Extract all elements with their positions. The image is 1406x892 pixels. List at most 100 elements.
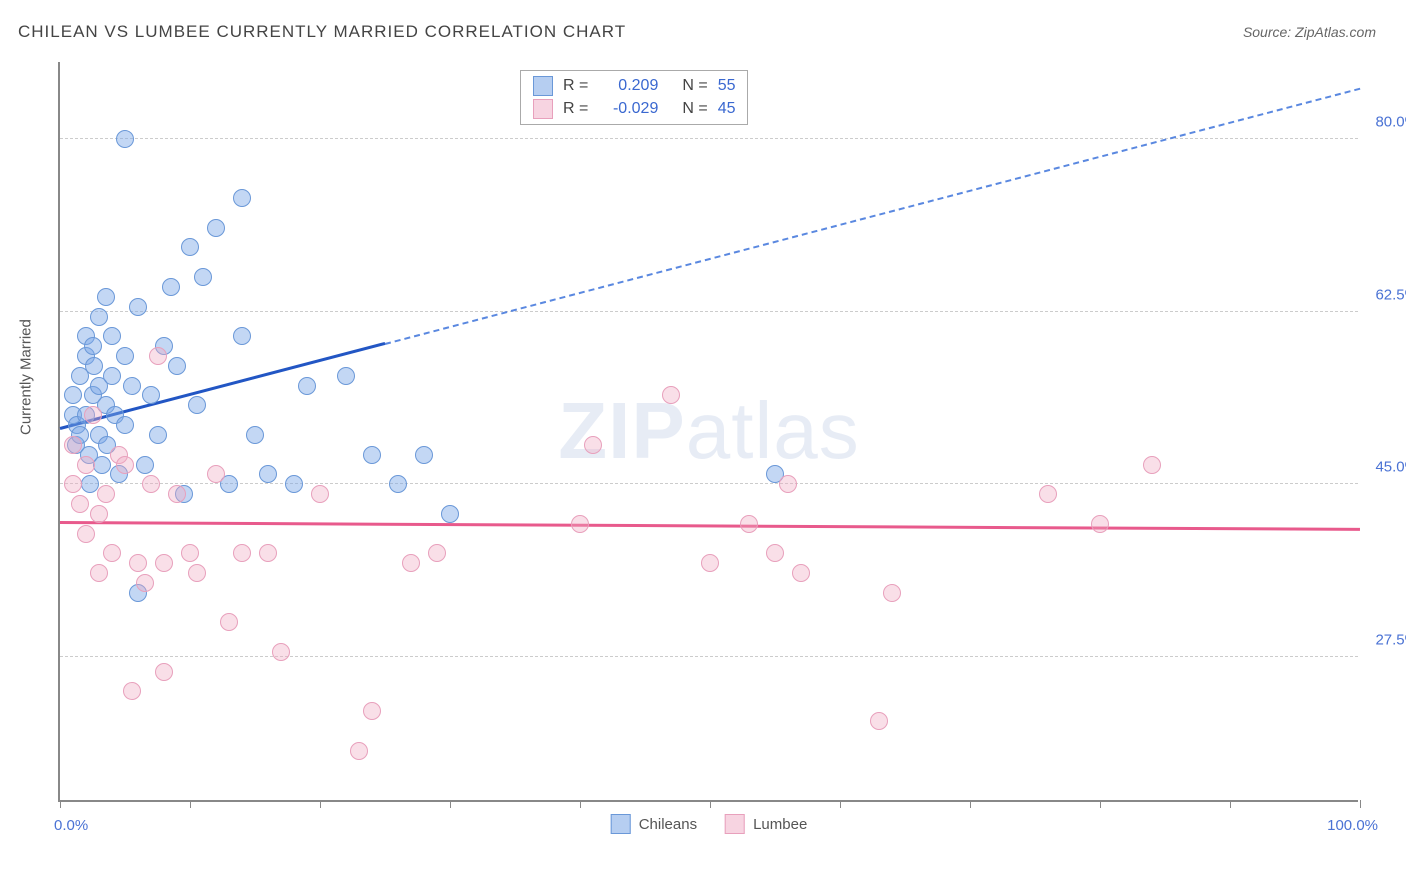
data-point bbox=[259, 544, 277, 562]
data-point bbox=[188, 396, 206, 414]
data-point bbox=[136, 574, 154, 592]
data-point bbox=[181, 238, 199, 256]
legend-row: R =0.209N =55 bbox=[533, 76, 735, 96]
data-point bbox=[71, 495, 89, 513]
data-point bbox=[84, 337, 102, 355]
watermark: ZIPatlas bbox=[558, 385, 859, 477]
xtick bbox=[1360, 800, 1361, 808]
data-point bbox=[85, 357, 103, 375]
data-point bbox=[363, 446, 381, 464]
data-point bbox=[883, 584, 901, 602]
data-point bbox=[207, 465, 225, 483]
legend-label: Lumbee bbox=[753, 816, 807, 833]
data-point bbox=[123, 682, 141, 700]
xtick bbox=[970, 800, 971, 808]
xtick bbox=[710, 800, 711, 808]
data-point bbox=[584, 436, 602, 454]
legend-r-value: 0.209 bbox=[598, 77, 658, 95]
legend-n-value: 55 bbox=[718, 77, 736, 95]
legend-item: Chileans bbox=[611, 814, 697, 834]
data-point bbox=[441, 505, 459, 523]
plot-area: ZIPatlas R =0.209N =55R =-0.029N =45 Chi… bbox=[58, 62, 1358, 802]
data-point bbox=[116, 416, 134, 434]
data-point bbox=[93, 456, 111, 474]
data-point bbox=[259, 465, 277, 483]
data-point bbox=[77, 525, 95, 543]
xtick bbox=[1230, 800, 1231, 808]
data-point bbox=[1091, 515, 1109, 533]
xtick bbox=[840, 800, 841, 808]
data-point bbox=[123, 377, 141, 395]
data-point bbox=[311, 485, 329, 503]
data-point bbox=[792, 564, 810, 582]
legend-swatch bbox=[533, 99, 553, 119]
data-point bbox=[1143, 456, 1161, 474]
data-point bbox=[97, 288, 115, 306]
data-point bbox=[116, 347, 134, 365]
data-point bbox=[662, 386, 680, 404]
legend-item: Lumbee bbox=[725, 814, 807, 834]
data-point bbox=[103, 544, 121, 562]
data-point bbox=[149, 426, 167, 444]
gridline bbox=[60, 483, 1358, 484]
ytick-label: 62.5% bbox=[1363, 286, 1406, 303]
data-point bbox=[428, 544, 446, 562]
data-point bbox=[84, 406, 102, 424]
xtick bbox=[60, 800, 61, 808]
legend-row: R =-0.029N =45 bbox=[533, 99, 735, 119]
legend-r-label: R = bbox=[563, 100, 588, 118]
ytick-label: 27.5% bbox=[1363, 631, 1406, 648]
legend-n-label: N = bbox=[682, 77, 707, 95]
data-point bbox=[779, 475, 797, 493]
xaxis-min-label: 0.0% bbox=[54, 817, 88, 834]
chart-title: CHILEAN VS LUMBEE CURRENTLY MARRIED CORR… bbox=[18, 22, 626, 42]
data-point bbox=[220, 613, 238, 631]
data-point bbox=[103, 367, 121, 385]
data-point bbox=[64, 386, 82, 404]
data-point bbox=[142, 475, 160, 493]
data-point bbox=[207, 219, 225, 237]
data-point bbox=[337, 367, 355, 385]
data-point bbox=[162, 278, 180, 296]
data-point bbox=[97, 485, 115, 503]
xtick bbox=[580, 800, 581, 808]
data-point bbox=[766, 544, 784, 562]
data-point bbox=[181, 544, 199, 562]
data-point bbox=[155, 554, 173, 572]
xtick bbox=[450, 800, 451, 808]
data-point bbox=[350, 742, 368, 760]
legend-swatch bbox=[611, 814, 631, 834]
legend-n-value: 45 bbox=[718, 100, 736, 118]
xaxis-max-label: 100.0% bbox=[1327, 817, 1378, 834]
data-point bbox=[155, 663, 173, 681]
data-point bbox=[870, 712, 888, 730]
data-point bbox=[90, 308, 108, 326]
legend-label: Chileans bbox=[639, 816, 697, 833]
data-point bbox=[233, 189, 251, 207]
data-point bbox=[103, 327, 121, 345]
y-axis-label: Currently Married bbox=[18, 319, 35, 435]
data-point bbox=[142, 386, 160, 404]
data-point bbox=[246, 426, 264, 444]
data-point bbox=[571, 515, 589, 533]
gridline bbox=[60, 656, 1358, 657]
data-point bbox=[129, 554, 147, 572]
data-point bbox=[701, 554, 719, 572]
data-point bbox=[389, 475, 407, 493]
legend-swatch bbox=[725, 814, 745, 834]
data-point bbox=[116, 456, 134, 474]
legend-swatch bbox=[533, 76, 553, 96]
chart-container: Currently Married ZIPatlas R = 0.209 N = 55… bbox=[18, 50, 1388, 820]
data-point bbox=[64, 475, 82, 493]
data-point bbox=[116, 130, 134, 148]
ytick-label: 80.0% bbox=[1363, 113, 1406, 130]
data-point bbox=[298, 377, 316, 395]
source-label: Source: ZipAtlas.com bbox=[1243, 24, 1376, 40]
trend-line bbox=[385, 88, 1360, 345]
xtick bbox=[190, 800, 191, 808]
data-point bbox=[90, 505, 108, 523]
data-point bbox=[188, 564, 206, 582]
data-point bbox=[64, 436, 82, 454]
xtick bbox=[320, 800, 321, 808]
data-point bbox=[402, 554, 420, 572]
